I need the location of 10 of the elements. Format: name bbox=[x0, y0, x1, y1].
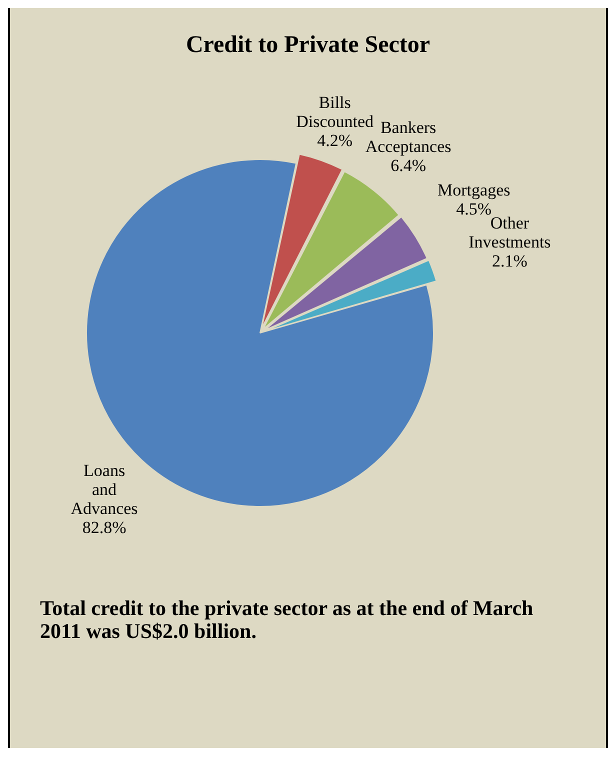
slice-label: Bills Discounted bbox=[296, 92, 374, 131]
slice-label: Loans and Advances bbox=[70, 461, 138, 518]
data-label: 4.2% bbox=[317, 130, 353, 150]
chart-title: Credit to Private Sector bbox=[184, 31, 432, 59]
slice-label: Mortgages bbox=[438, 180, 510, 200]
data-label: 4.5% bbox=[456, 200, 492, 219]
data-label: 2.1% bbox=[492, 251, 528, 270]
data-label: 6.4% bbox=[390, 156, 426, 175]
text: Total credit to the private sector as at the end of March 2011 was US$2.0 billion. bbox=[39, 595, 534, 644]
data-label: 82.8% bbox=[82, 518, 126, 538]
